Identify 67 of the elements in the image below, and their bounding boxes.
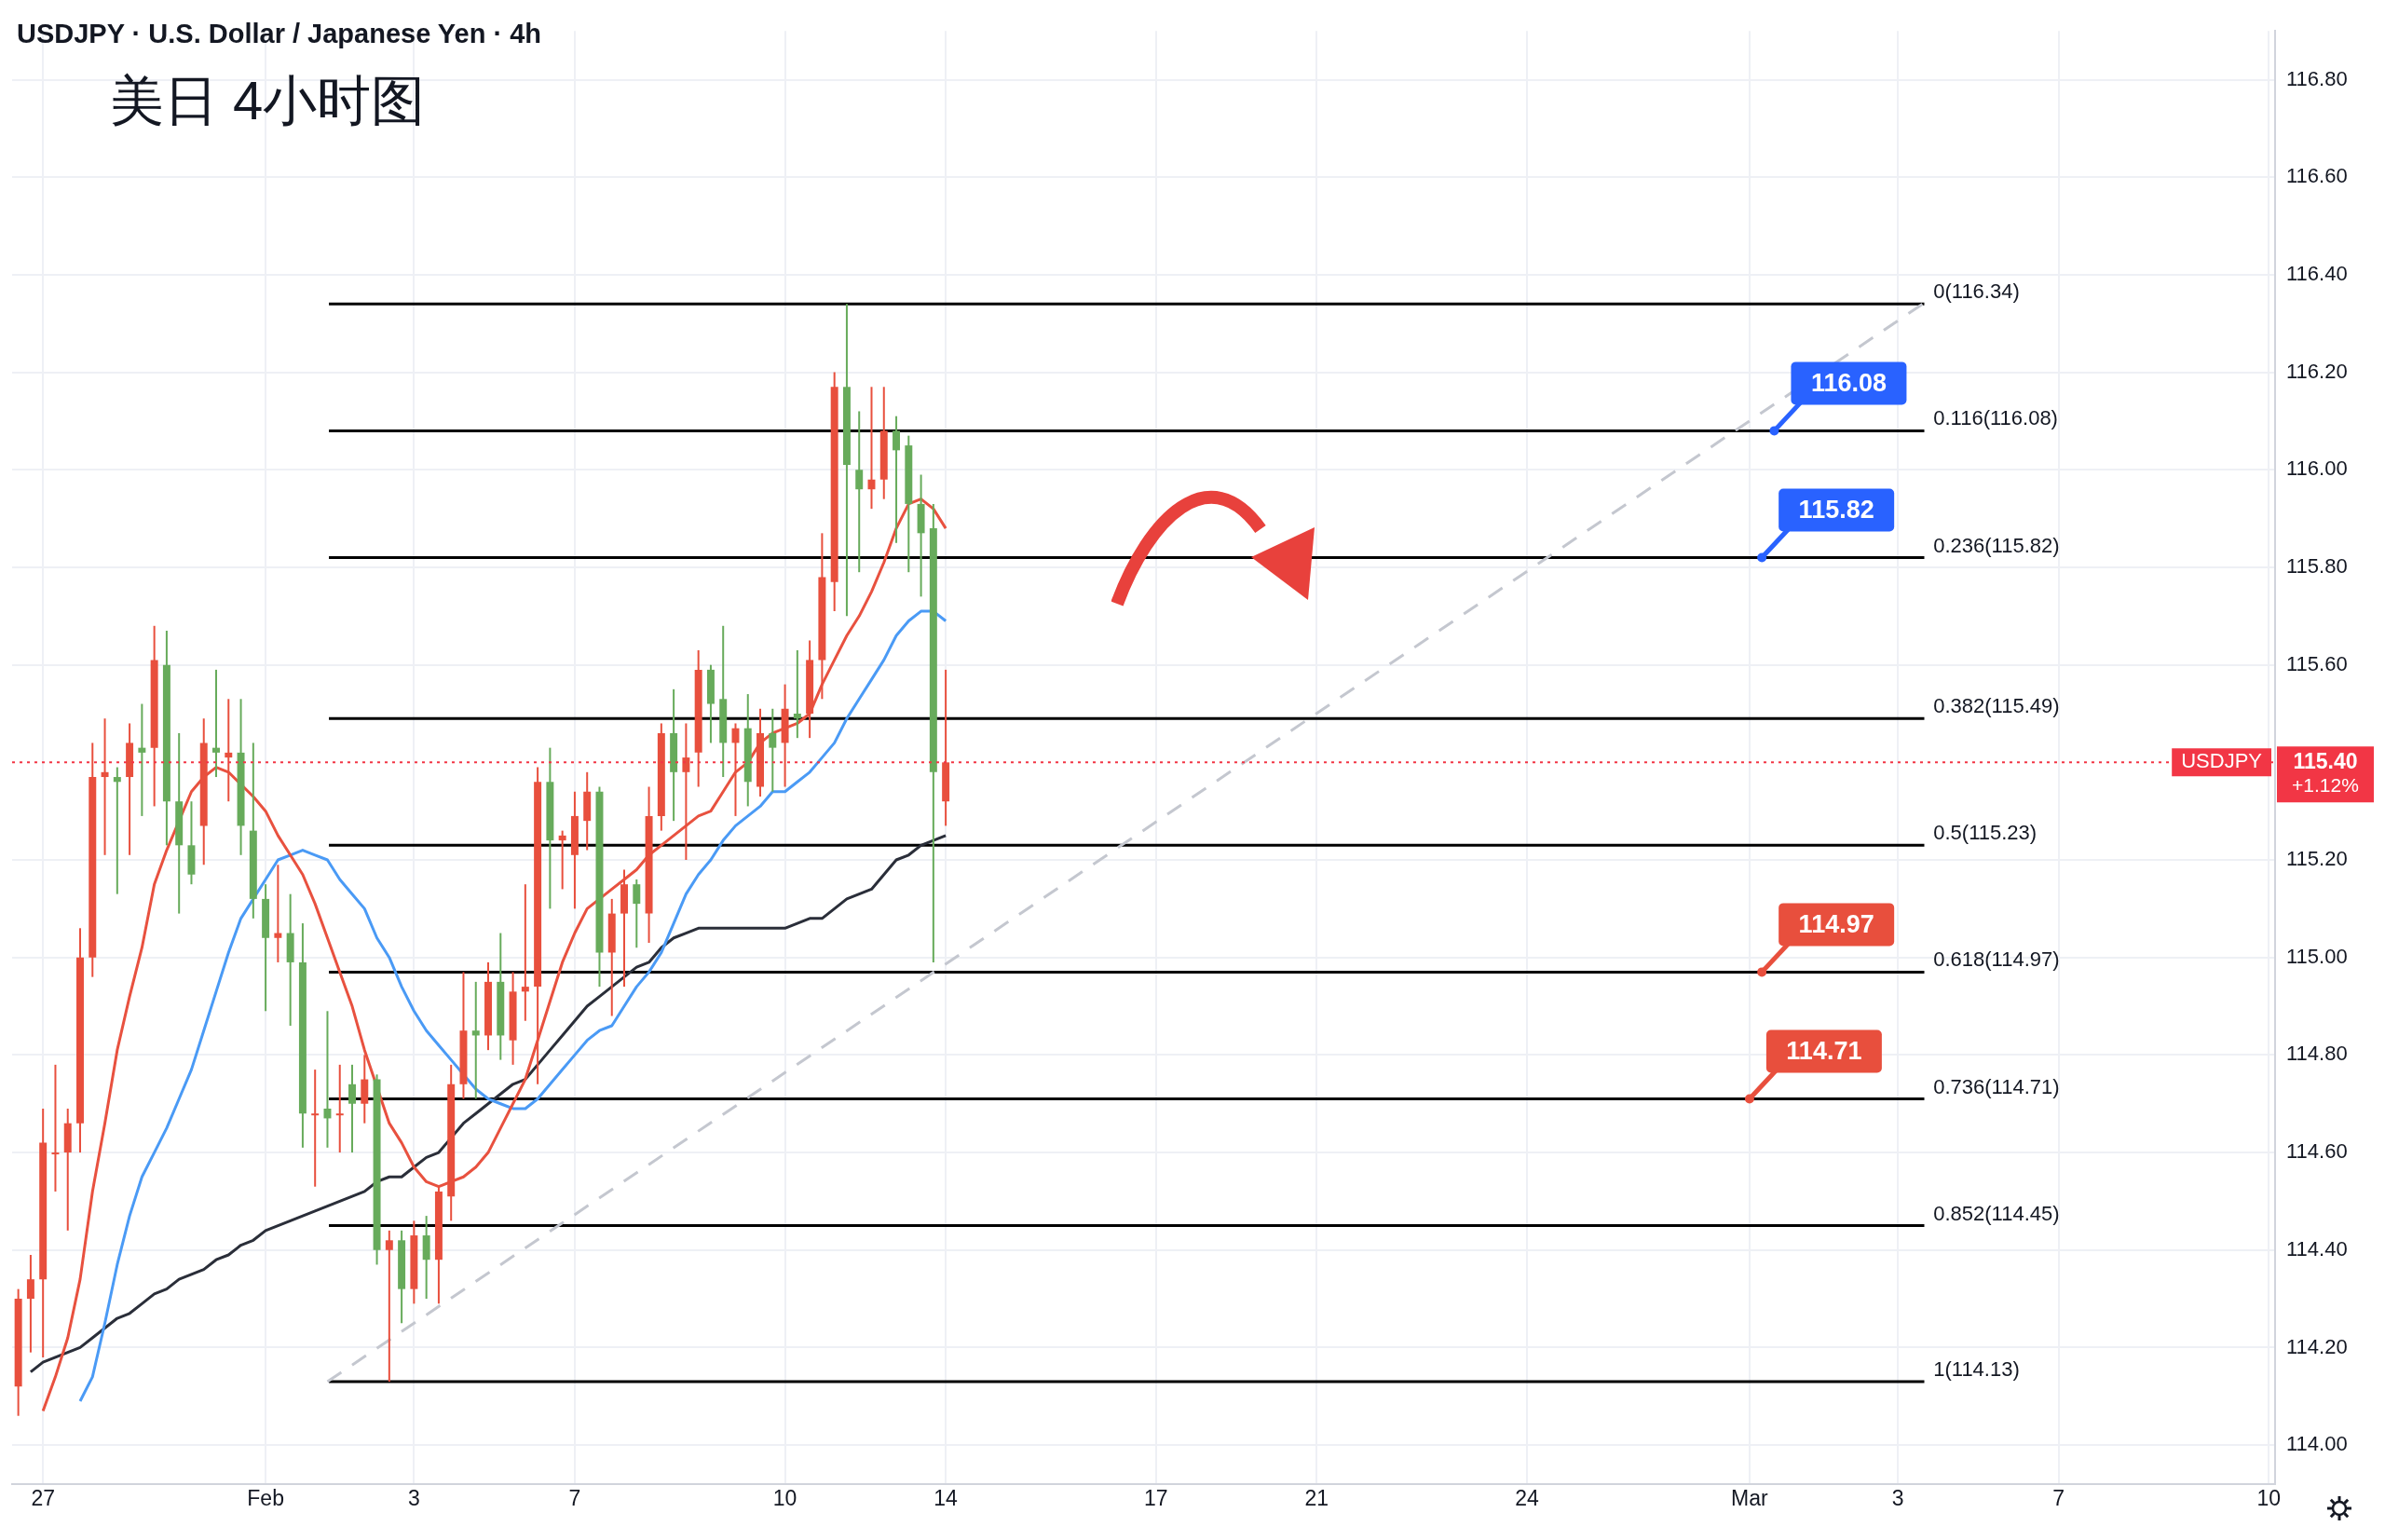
text: +1.12% [2292,774,2359,797]
candlestick [51,1063,60,1192]
chart-title: USDJPY · U.S. Dollar / Japanese Yen · 4h [17,19,542,49]
candlestick [113,766,121,895]
data-label: 115.82 [1798,495,1874,524]
y-tick-label: 114.00 [2286,1432,2348,1456]
x-tick-label: 7 [2052,1486,2065,1511]
data-label: 116.08 [1810,368,1887,397]
x-tick-label: 24 [1515,1486,1539,1511]
y-tick-label: 115.80 [2286,554,2348,579]
candlestick [793,648,801,740]
candlestick [323,1010,332,1149]
y-tick-label: 115.60 [2286,651,2348,675]
candlestick [558,829,566,891]
text: 115.40 [2293,748,2358,773]
ref-line-label: 1(114.13) [1933,1357,2020,1382]
candlestick [311,1069,320,1188]
y-tick-label: 114.40 [2286,1236,2348,1261]
y-tick-label: 116.00 [2286,457,2348,481]
ref-line-label: 0(116.34) [1933,279,2020,304]
candlestick [385,1229,393,1383]
candlestick [471,980,480,1100]
candlestick [212,668,220,779]
candlestick [769,707,777,793]
data-label: 114.97 [1798,909,1874,938]
y-tick-label: 116.60 [2286,164,2348,188]
candlestick [225,698,233,803]
candlestick [521,883,529,1022]
candlestick [335,1063,344,1154]
candlestick [682,722,690,862]
x-tick-label: 21 [1304,1486,1329,1511]
y-tick-label: 114.60 [2286,1139,2348,1164]
x-tick-label: 10 [2256,1486,2282,1511]
y-tick-label: 114.20 [2286,1334,2348,1358]
candlestick [855,410,864,574]
x-tick-label: 14 [934,1486,959,1511]
y-tick-label: 115.00 [2286,944,2348,968]
y-tick-label: 114.80 [2286,1042,2348,1066]
y-tick-label: 115.20 [2286,847,2348,871]
x-tick-label: 27 [31,1486,55,1511]
candlestick [274,864,282,963]
ref-line-label: 0.736(114.71) [1933,1074,2060,1098]
candlestick [633,878,641,949]
ref-line-label: USDJPY [2181,749,2263,773]
y-tick-label: 116.40 [2286,261,2348,285]
candlestick [26,1253,34,1354]
ref-line-label: 0.116(116.08) [1933,406,2058,430]
ref-line-label: 0.236(115.82) [1933,533,2060,557]
text: 美日 4小时图 [110,69,426,132]
x-tick-label: 3 [407,1486,420,1511]
x-tick-label: 7 [568,1486,581,1511]
candlestick [348,1063,356,1154]
candlestick [101,717,109,856]
ref-line-label: 0.618(114.97) [1933,947,2060,972]
y-tick-label: 116.80 [2286,66,2348,90]
ref-line-label: 0.5(115.23) [1933,821,2037,845]
x-tick-label: 3 [1891,1486,1904,1511]
candlestick [138,702,146,817]
candlestick [893,415,901,544]
x-tick-label: Feb [247,1486,284,1511]
data-label: 114.71 [1786,1036,1862,1065]
x-tick-label: 10 [772,1486,797,1511]
y-tick-label: 116.20 [2286,359,2348,383]
ref-line-label: 0.852(114.45) [1933,1201,2060,1225]
ref-line-label: 0.382(115.49) [1933,694,2060,718]
x-tick-label: Mar [1731,1486,1769,1511]
x-tick-label: 17 [1143,1486,1168,1511]
